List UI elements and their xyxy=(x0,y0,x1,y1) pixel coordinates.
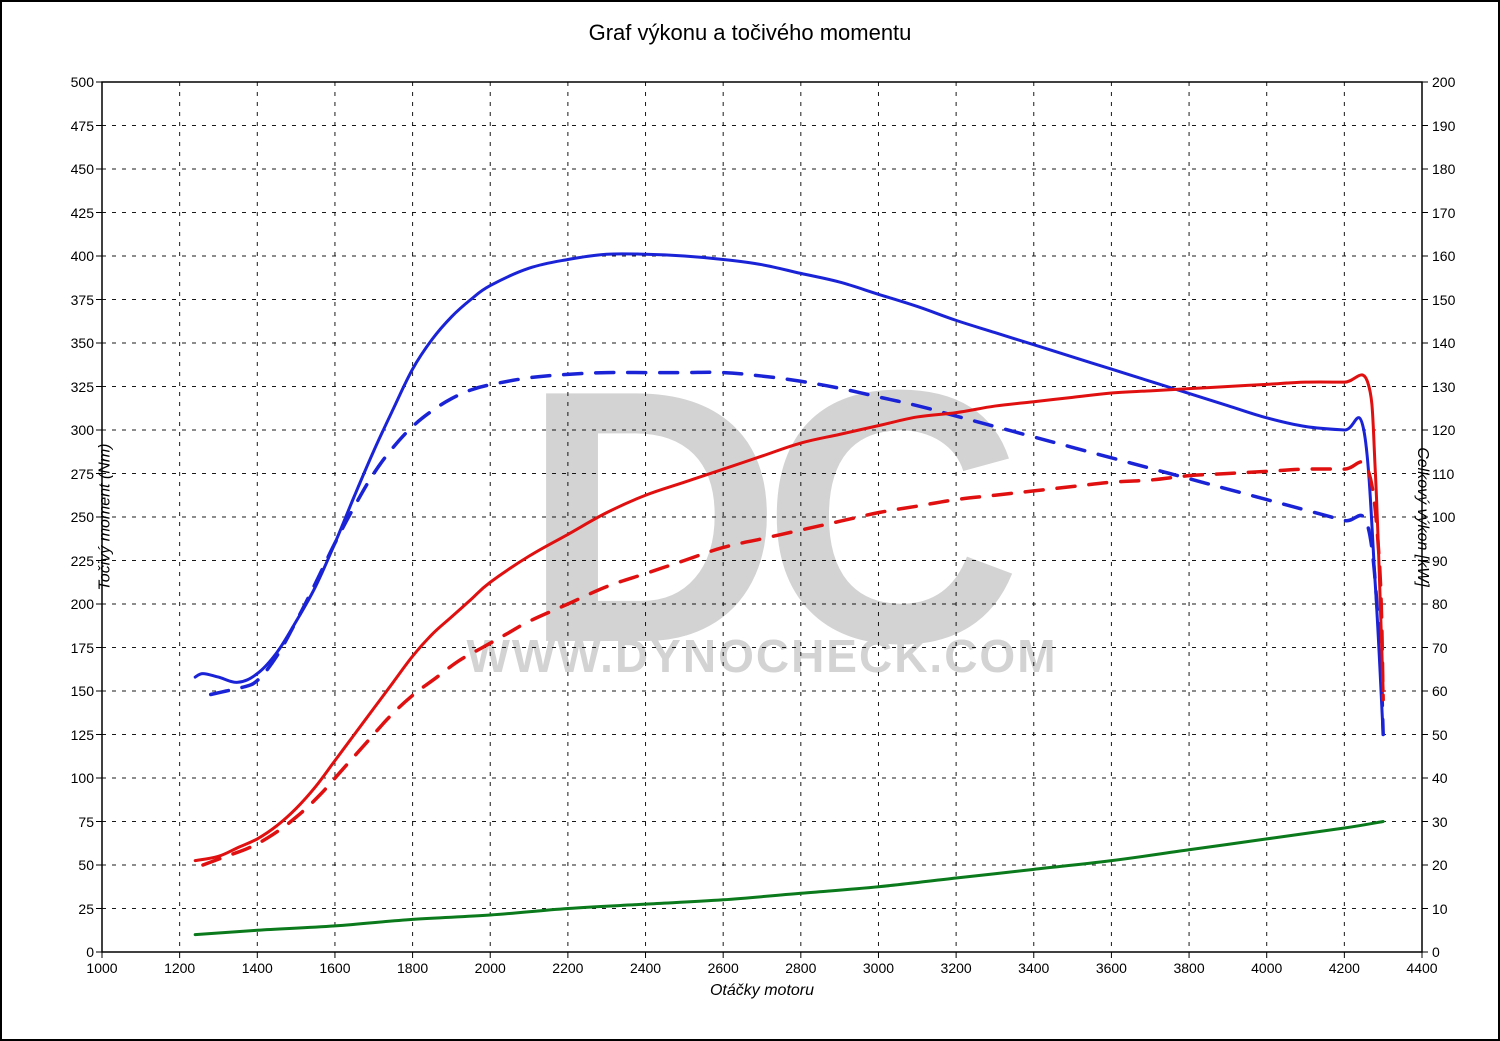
yleft-tick-label: 450 xyxy=(54,161,94,177)
chart-title: Graf výkonu a točivého momentu xyxy=(2,20,1498,46)
x-tick-label: 3000 xyxy=(863,960,894,976)
yright-tick-label: 10 xyxy=(1432,901,1472,917)
yleft-tick-label: 25 xyxy=(54,901,94,917)
yright-tick-label: 70 xyxy=(1432,640,1472,656)
yleft-tick-label: 325 xyxy=(54,379,94,395)
yleft-tick-label: 75 xyxy=(54,814,94,830)
yleft-tick-label: 100 xyxy=(54,770,94,786)
yright-tick-label: 110 xyxy=(1432,466,1472,482)
yright-tick-label: 170 xyxy=(1432,205,1472,221)
yright-tick-label: 0 xyxy=(1432,944,1472,960)
x-tick-label: 4200 xyxy=(1329,960,1360,976)
yright-tick-label: 130 xyxy=(1432,379,1472,395)
plot-svg xyxy=(102,82,1422,952)
yleft-tick-label: 350 xyxy=(54,335,94,351)
x-tick-label: 2000 xyxy=(475,960,506,976)
yleft-tick-label: 375 xyxy=(54,292,94,308)
x-axis-label: Otáčky motoru xyxy=(102,982,1422,1000)
yright-tick-label: 100 xyxy=(1432,509,1472,525)
plot-area: DC WWW.DYNOCHECK.COM Otáčky motoru Točiv… xyxy=(102,82,1422,952)
x-tick-label: 3800 xyxy=(1173,960,1204,976)
yleft-tick-label: 50 xyxy=(54,857,94,873)
yright-tick-label: 40 xyxy=(1432,770,1472,786)
x-tick-label: 2800 xyxy=(785,960,816,976)
yleft-tick-label: 300 xyxy=(54,422,94,438)
yright-tick-label: 90 xyxy=(1432,553,1472,569)
chart-page: Graf výkonu a točivého momentu DC WWW.DY… xyxy=(0,0,1500,1041)
yright-tick-label: 60 xyxy=(1432,683,1472,699)
yright-tick-label: 180 xyxy=(1432,161,1472,177)
yleft-tick-label: 425 xyxy=(54,205,94,221)
x-tick-label: 2600 xyxy=(708,960,739,976)
yright-tick-label: 50 xyxy=(1432,727,1472,743)
yleft-tick-label: 150 xyxy=(54,683,94,699)
yright-tick-label: 200 xyxy=(1432,74,1472,90)
x-tick-label: 3600 xyxy=(1096,960,1127,976)
yright-tick-label: 140 xyxy=(1432,335,1472,351)
yright-tick-label: 120 xyxy=(1432,422,1472,438)
yright-tick-label: 190 xyxy=(1432,118,1472,134)
yleft-tick-label: 475 xyxy=(54,118,94,134)
yleft-tick-label: 250 xyxy=(54,509,94,525)
x-tick-label: 2200 xyxy=(552,960,583,976)
series-power_dashed xyxy=(203,462,1383,865)
y-right-axis-label: Celkový výkon [kW] xyxy=(1413,447,1431,587)
series-torque_solid xyxy=(195,254,1383,735)
yleft-tick-label: 400 xyxy=(54,248,94,264)
x-tick-label: 1400 xyxy=(242,960,273,976)
yleft-tick-label: 0 xyxy=(54,944,94,960)
yleft-tick-label: 125 xyxy=(54,727,94,743)
yright-tick-label: 80 xyxy=(1432,596,1472,612)
yleft-tick-label: 500 xyxy=(54,74,94,90)
series-losses_green xyxy=(195,822,1383,935)
yleft-tick-label: 200 xyxy=(54,596,94,612)
y-left-axis-label: Točivý moment (Nm) xyxy=(96,444,114,591)
x-tick-label: 1200 xyxy=(164,960,195,976)
yright-tick-label: 160 xyxy=(1432,248,1472,264)
x-tick-label: 2400 xyxy=(630,960,661,976)
yright-tick-label: 20 xyxy=(1432,857,1472,873)
x-tick-label: 1600 xyxy=(319,960,350,976)
series-torque_dashed xyxy=(211,372,1383,734)
series-power_solid xyxy=(195,375,1383,861)
yright-tick-label: 30 xyxy=(1432,814,1472,830)
yleft-tick-label: 225 xyxy=(54,553,94,569)
x-tick-label: 4400 xyxy=(1406,960,1437,976)
x-tick-label: 1800 xyxy=(397,960,428,976)
yleft-tick-label: 175 xyxy=(54,640,94,656)
yleft-tick-label: 275 xyxy=(54,466,94,482)
x-tick-label: 3400 xyxy=(1018,960,1049,976)
x-tick-label: 4000 xyxy=(1251,960,1282,976)
yright-tick-label: 150 xyxy=(1432,292,1472,308)
x-tick-label: 1000 xyxy=(86,960,117,976)
x-tick-label: 3200 xyxy=(941,960,972,976)
